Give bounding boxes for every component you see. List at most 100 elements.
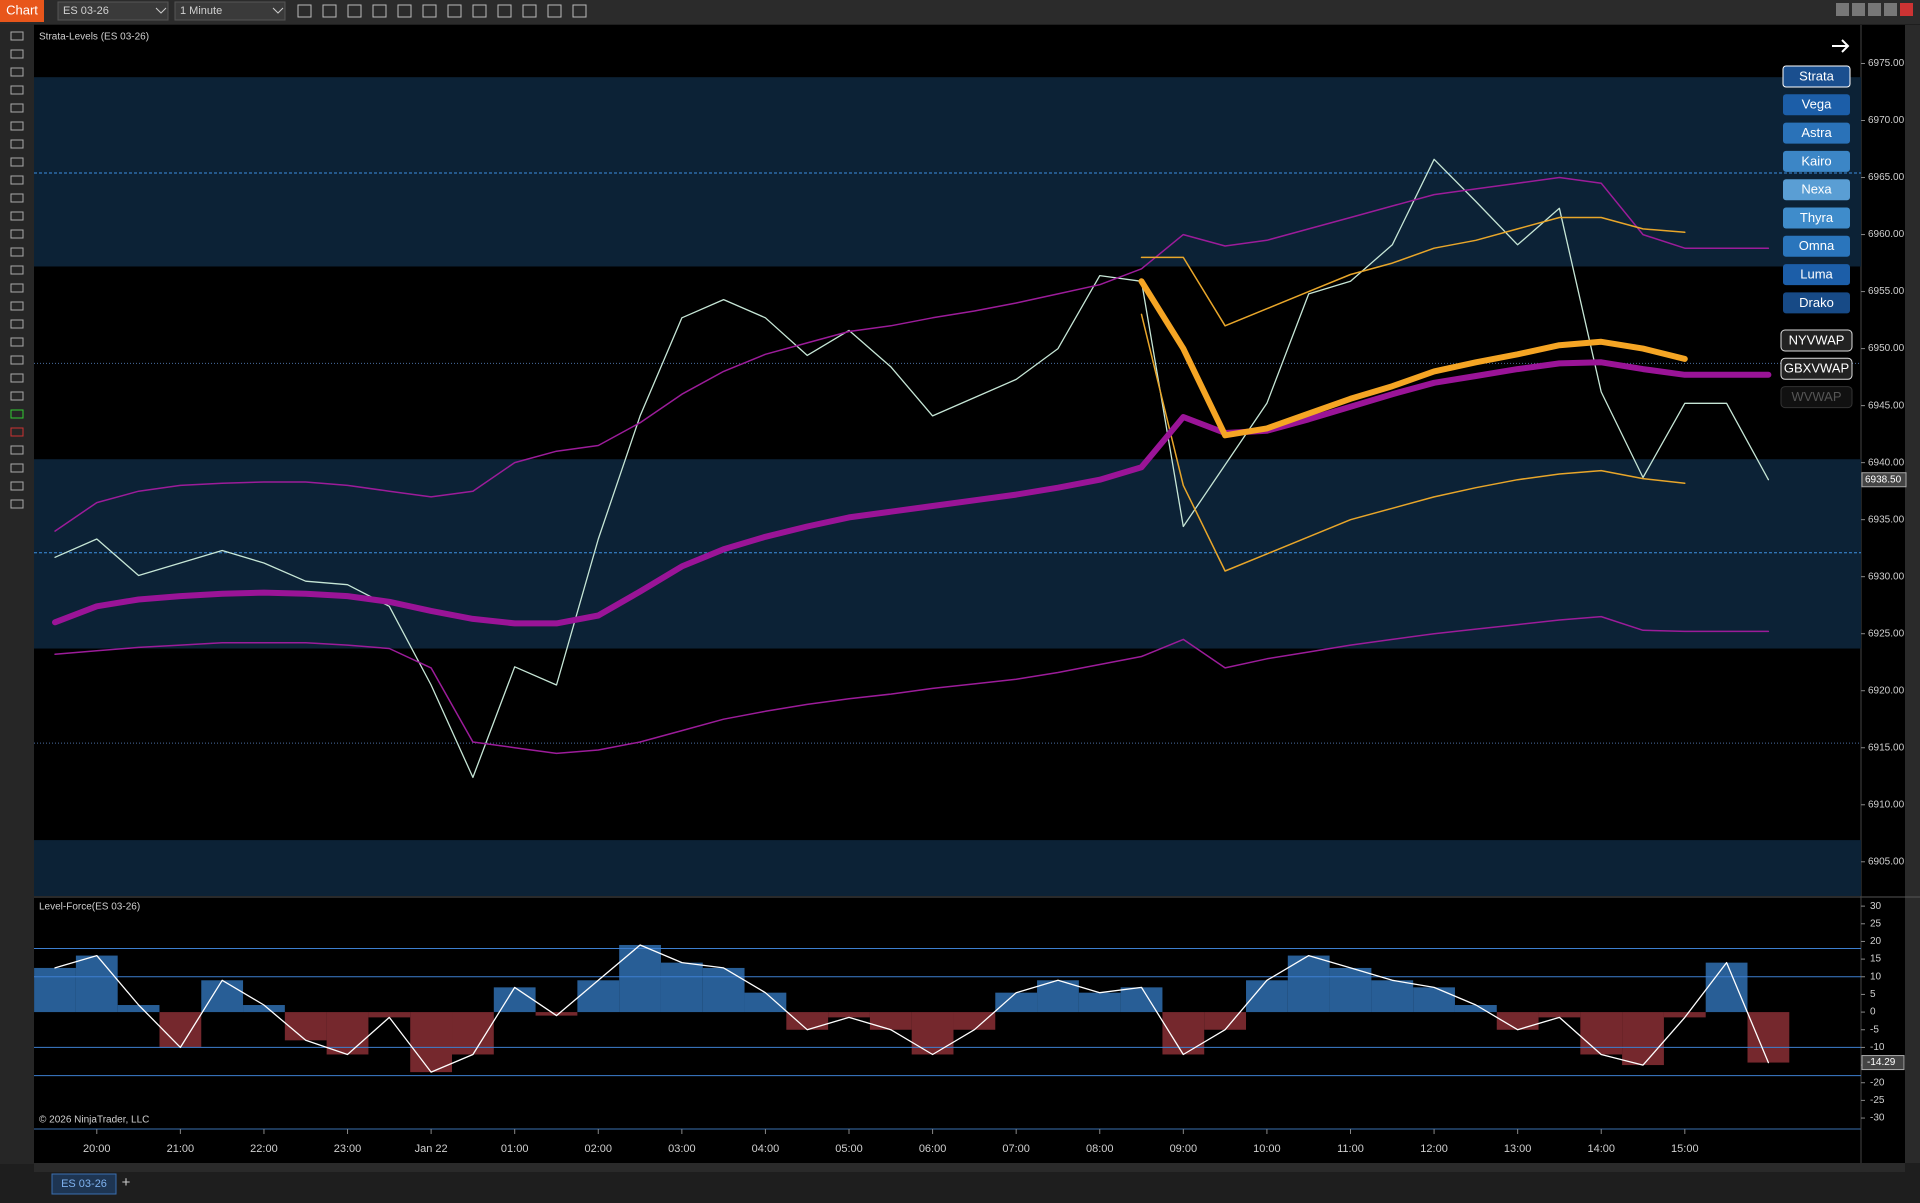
app-name: Chart bbox=[6, 2, 38, 17]
level-button[interactable] bbox=[1783, 94, 1850, 116]
level-button[interactable] bbox=[1783, 292, 1850, 314]
draw-tool[interactable] bbox=[10, 121, 24, 131]
draw-tool[interactable] bbox=[10, 211, 24, 221]
force-bar bbox=[1162, 1012, 1205, 1055]
level-button[interactable] bbox=[1783, 207, 1850, 229]
h-scroll[interactable] bbox=[34, 1163, 1905, 1172]
force-bar bbox=[911, 1012, 954, 1055]
draw-tool[interactable] bbox=[10, 103, 24, 113]
vwap-toggle[interactable] bbox=[1780, 329, 1853, 352]
draw-tool[interactable] bbox=[10, 31, 24, 41]
y-tick-label: 6930.00 bbox=[1868, 571, 1905, 582]
level-button-label: Drako bbox=[1799, 295, 1834, 310]
draw-tool[interactable] bbox=[10, 265, 24, 275]
force-bar bbox=[1371, 980, 1414, 1013]
interval-select[interactable] bbox=[174, 1, 286, 21]
force-bar bbox=[1580, 1012, 1623, 1055]
draw-tool[interactable] bbox=[10, 427, 24, 437]
y-tick-label: -5 bbox=[1870, 1024, 1879, 1035]
vwap-toggle-label: WVWAP bbox=[1791, 389, 1841, 404]
vwap-toggle[interactable] bbox=[1780, 357, 1853, 380]
vwap-toggle[interactable] bbox=[1780, 386, 1853, 409]
draw-tool[interactable] bbox=[10, 229, 24, 239]
win-btn[interactable] bbox=[1836, 3, 1849, 16]
last-force-box bbox=[1861, 1055, 1905, 1071]
draw-tool[interactable] bbox=[10, 175, 24, 185]
dropdown-caret bbox=[272, 7, 284, 14]
force-bar bbox=[1705, 962, 1748, 1013]
draw-tool[interactable] bbox=[10, 139, 24, 149]
draw-tool[interactable] bbox=[10, 157, 24, 167]
draw-tool[interactable] bbox=[10, 85, 24, 95]
force-bar bbox=[1204, 1012, 1247, 1030]
x-tick-label: 06:00 bbox=[919, 1143, 947, 1155]
x-tick-label: 04:00 bbox=[752, 1143, 780, 1155]
panel-title: Level-Force(ES 03-26) bbox=[39, 902, 140, 913]
y-tick-label: 6910.00 bbox=[1868, 799, 1905, 810]
force-bar bbox=[953, 1012, 996, 1030]
draw-tool[interactable] bbox=[10, 49, 24, 59]
tool-icon[interactable] bbox=[472, 4, 487, 18]
draw-tool[interactable] bbox=[10, 391, 24, 401]
tool-icon[interactable] bbox=[447, 4, 462, 18]
draw-tool[interactable] bbox=[10, 193, 24, 203]
draw-tool[interactable] bbox=[10, 337, 24, 347]
draw-tool[interactable] bbox=[10, 481, 24, 491]
win-btn[interactable] bbox=[1868, 3, 1881, 16]
y-tick-label: 6905.00 bbox=[1868, 856, 1905, 867]
force-bar bbox=[577, 980, 620, 1013]
level-button[interactable] bbox=[1783, 264, 1850, 286]
tool-icon[interactable] bbox=[497, 4, 512, 18]
tool-icon[interactable] bbox=[372, 4, 387, 18]
tool-icon[interactable] bbox=[572, 4, 587, 18]
draw-tool[interactable] bbox=[10, 409, 24, 419]
draw-tool[interactable] bbox=[10, 355, 24, 365]
draw-tool[interactable] bbox=[10, 301, 24, 311]
level-button[interactable] bbox=[1783, 179, 1850, 201]
tool-icon[interactable] bbox=[297, 4, 312, 18]
draw-tool[interactable] bbox=[10, 247, 24, 257]
last-price-box bbox=[1861, 472, 1907, 488]
force-bar bbox=[744, 992, 787, 1013]
tool-icon[interactable] bbox=[522, 4, 537, 18]
x-tick-label: 05:00 bbox=[835, 1143, 863, 1155]
draw-tool[interactable] bbox=[10, 463, 24, 473]
app-badge[interactable] bbox=[0, 0, 44, 22]
draw-tool[interactable] bbox=[10, 445, 24, 455]
level-button[interactable] bbox=[1782, 65, 1851, 88]
force-bar bbox=[828, 1012, 870, 1018]
instrument-select[interactable] bbox=[57, 1, 169, 21]
tool-icon[interactable] bbox=[322, 4, 337, 18]
force-bar bbox=[159, 1012, 202, 1048]
win-btn[interactable] bbox=[1884, 3, 1897, 16]
draw-tool[interactable] bbox=[10, 373, 24, 383]
y-tick-label: 30 bbox=[1870, 901, 1882, 912]
add-tab[interactable]: + bbox=[122, 1174, 131, 1191]
band-line bbox=[1140, 216, 1686, 327]
draw-tool[interactable] bbox=[10, 499, 24, 509]
tab[interactable] bbox=[51, 1173, 117, 1195]
draw-tool[interactable] bbox=[10, 283, 24, 293]
force-bar bbox=[1413, 987, 1455, 1013]
draw-tool[interactable] bbox=[10, 67, 24, 77]
close-btn[interactable] bbox=[1900, 3, 1913, 16]
level-button[interactable] bbox=[1783, 235, 1850, 257]
y-tick-label: 6935.00 bbox=[1868, 514, 1905, 525]
force-bar bbox=[117, 1005, 160, 1013]
tool-icon[interactable] bbox=[347, 4, 362, 18]
oscillator-panel bbox=[34, 944, 1861, 1077]
force-bar bbox=[535, 1012, 578, 1016]
x-tick-label: 02:00 bbox=[585, 1143, 613, 1155]
right-scroll bbox=[1905, 25, 1920, 1163]
tool-icon[interactable] bbox=[397, 4, 412, 18]
level-button[interactable] bbox=[1783, 150, 1850, 172]
draw-tool[interactable] bbox=[10, 319, 24, 329]
tool-icon[interactable] bbox=[422, 4, 437, 18]
level-button[interactable] bbox=[1783, 122, 1850, 144]
arrow-icon[interactable] bbox=[1832, 39, 1850, 53]
force-bar bbox=[1622, 1012, 1664, 1066]
y-tick-label: 15 bbox=[1870, 954, 1882, 965]
vwap-toggle-label: NYVWAP bbox=[1789, 332, 1845, 347]
win-btn[interactable] bbox=[1852, 3, 1865, 16]
tool-icon[interactable] bbox=[547, 4, 562, 18]
